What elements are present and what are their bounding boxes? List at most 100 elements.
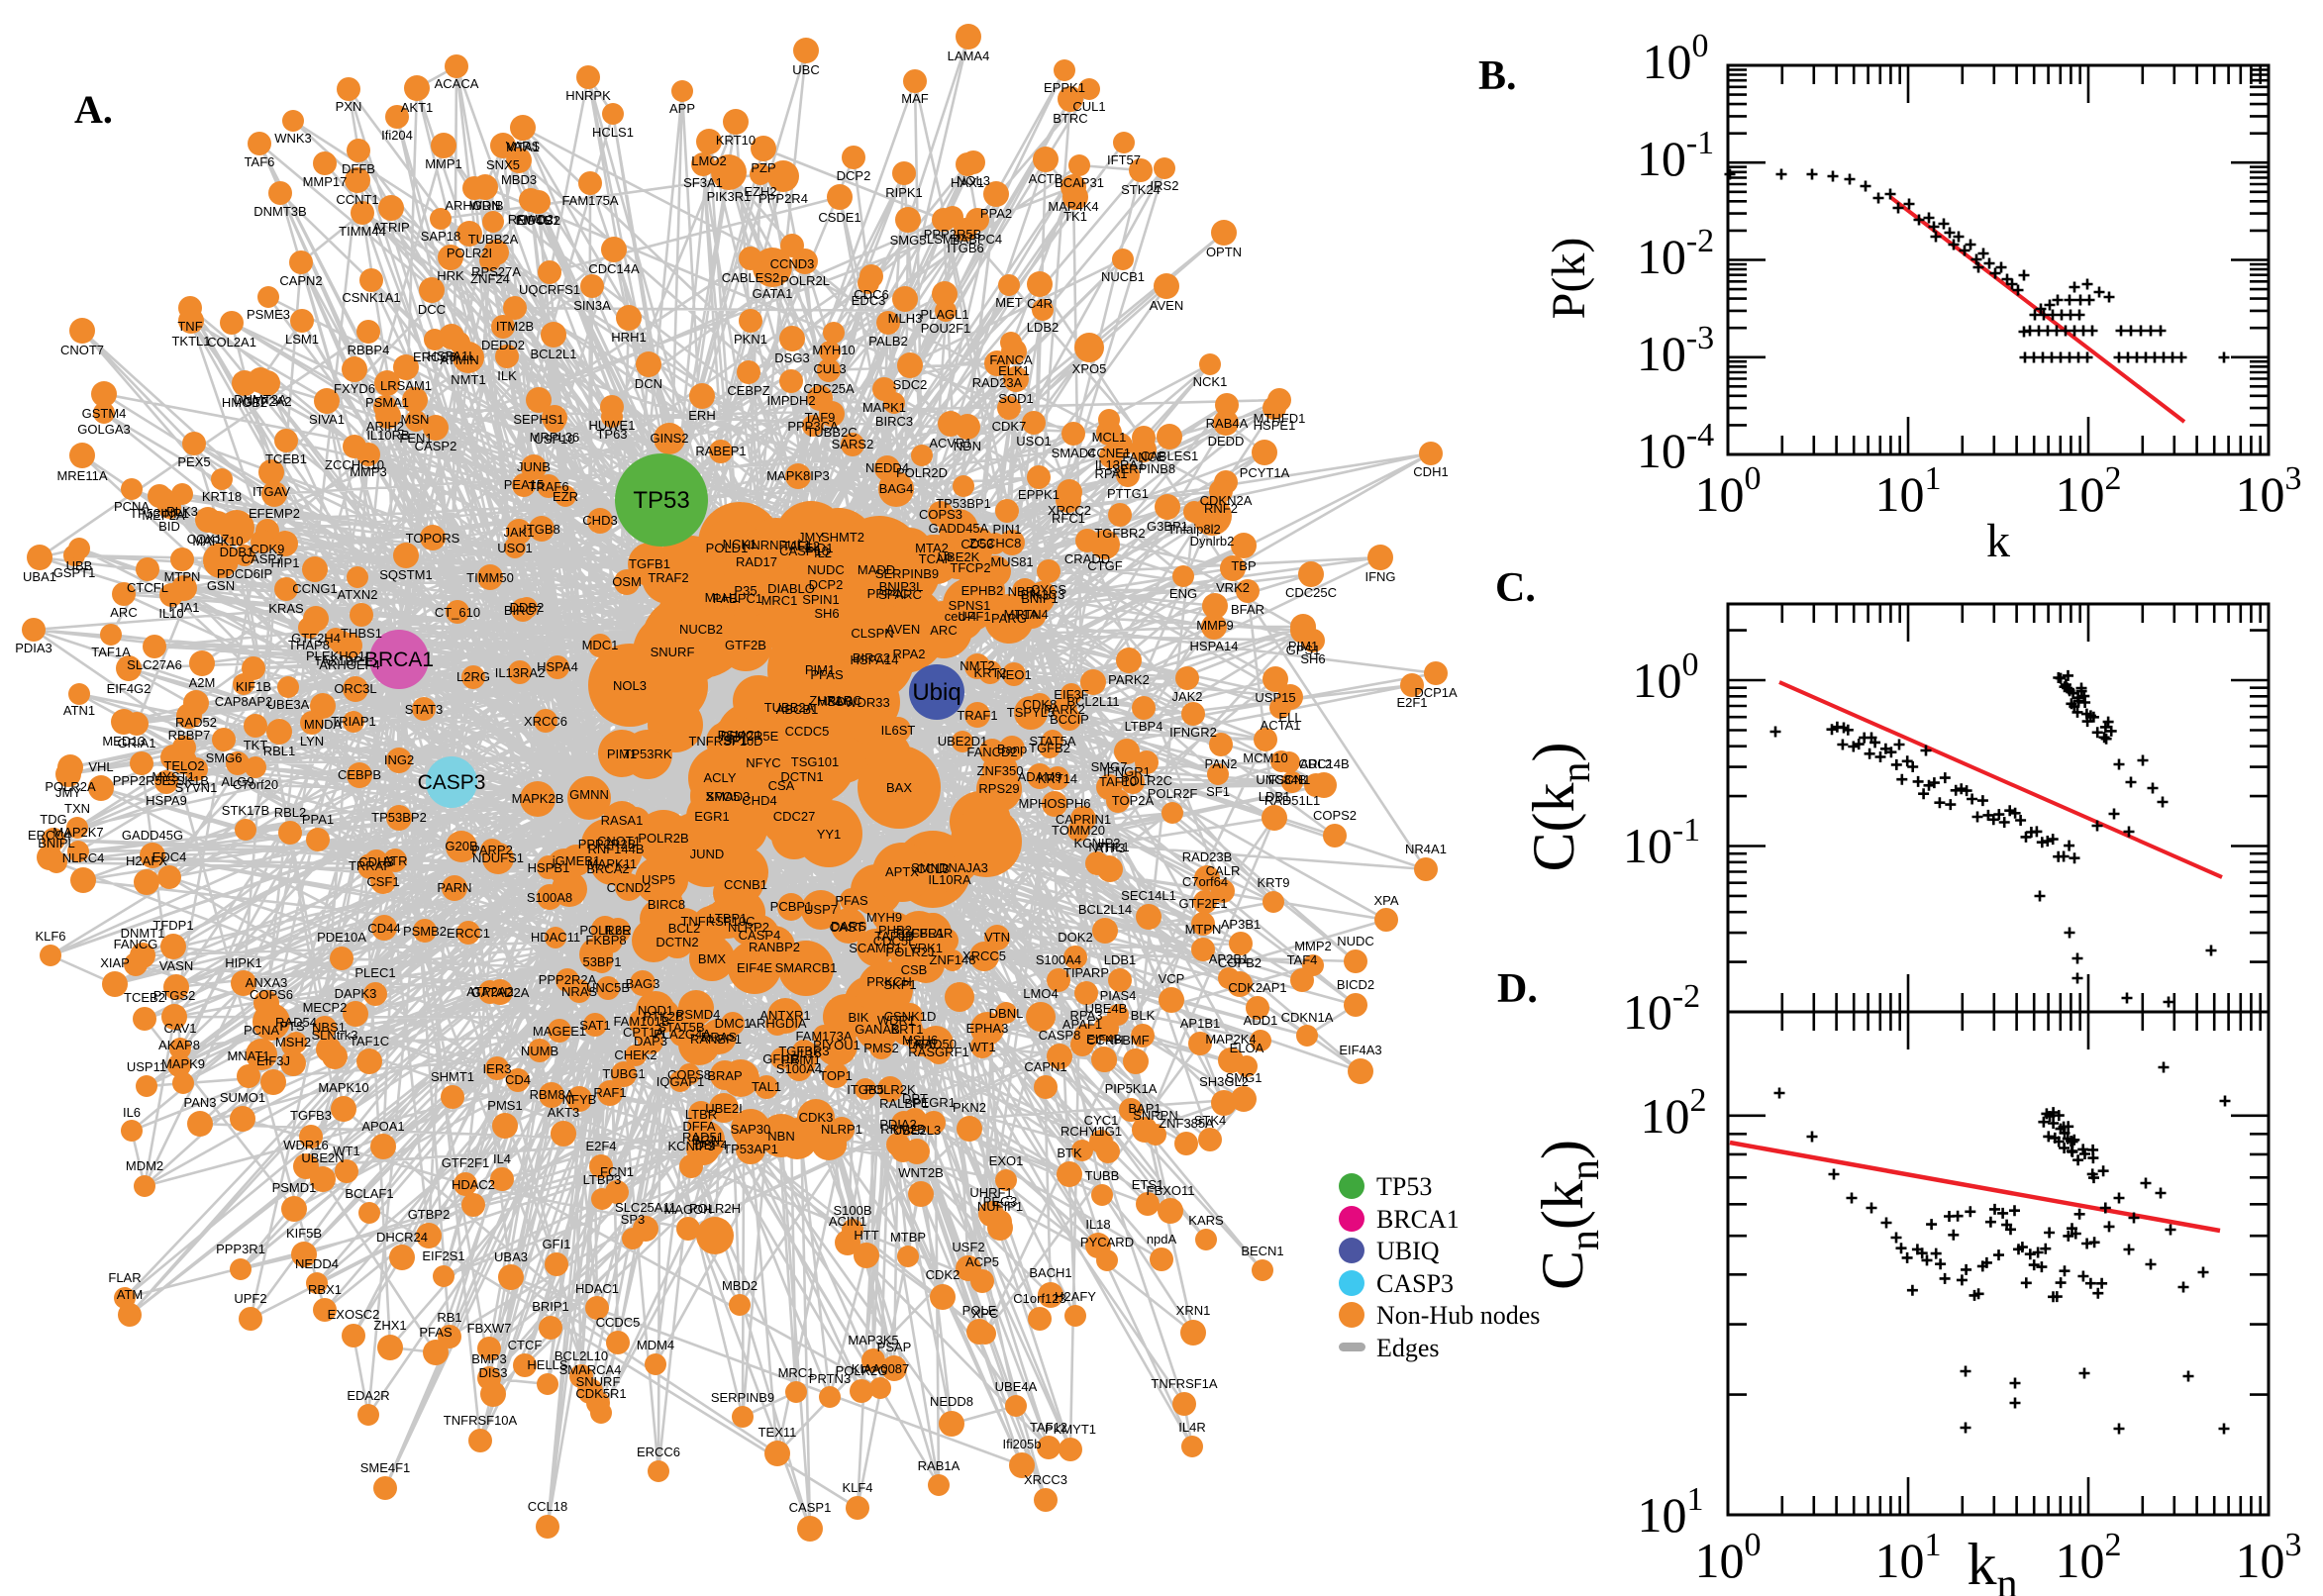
- svg-text:PSMD1: PSMD1: [272, 1180, 317, 1195]
- svg-text:UBIQ: UBIQ: [1376, 1237, 1440, 1265]
- svg-text:ATXN2: ATXN2: [338, 587, 378, 602]
- svg-text:SYVN1: SYVN1: [175, 780, 218, 795]
- svg-text:HAX1: HAX1: [951, 175, 984, 190]
- svg-text:MEF2A: MEF2A: [142, 508, 185, 523]
- svg-text:CAST: CAST: [830, 920, 864, 935]
- svg-text:DCTN1: DCTN1: [780, 769, 823, 784]
- svg-text:PEGR1: PEGR1: [912, 1095, 956, 1110]
- svg-text:POLR2J: POLR2J: [885, 945, 934, 959]
- svg-text:CUL3: CUL3: [813, 361, 846, 376]
- svg-text:SMG5: SMG5: [890, 233, 927, 248]
- svg-text:MAGEE1: MAGEE1: [533, 1024, 586, 1039]
- svg-text:BNIP1: BNIP1: [1021, 591, 1059, 606]
- svg-text:DEDD: DEDD: [1208, 434, 1245, 449]
- svg-text:MTA1: MTA1: [506, 140, 540, 154]
- svg-text:PARG: PARG: [991, 611, 1027, 626]
- svg-text:ATP2A2: ATP2A2: [466, 984, 513, 999]
- svg-text:BIRC3: BIRC3: [875, 414, 913, 429]
- svg-text:GINS2: GINS2: [650, 431, 688, 446]
- svg-text:SP3: SP3: [621, 1212, 646, 1227]
- svg-text:DBNL: DBNL: [989, 1006, 1024, 1021]
- svg-text:BIRC8: BIRC8: [648, 897, 685, 912]
- svg-text:CUL1: CUL1: [1072, 99, 1105, 114]
- svg-text:MMP2: MMP2: [1294, 939, 1332, 953]
- svg-text:VRK2: VRK2: [1216, 580, 1250, 595]
- svg-text:RNF2: RNF2: [1204, 501, 1238, 516]
- svg-text:C7orf64: C7orf64: [1182, 874, 1228, 889]
- svg-text:KLF4: KLF4: [842, 1480, 872, 1495]
- svg-text:TFCP2: TFCP2: [950, 560, 990, 575]
- svg-text:SEC14L1: SEC14L1: [1121, 888, 1176, 903]
- svg-text:TP53: TP53: [1376, 1172, 1432, 1201]
- svg-text:DEDD2: DEDD2: [481, 338, 525, 352]
- svg-text:BAX: BAX: [886, 780, 912, 795]
- svg-text:ITGB6: ITGB6: [947, 241, 984, 255]
- svg-text:EIF4E: EIF4E: [737, 960, 772, 975]
- svg-text:DCP1A: DCP1A: [1414, 685, 1458, 700]
- svg-text:CDK9: CDK9: [251, 542, 285, 556]
- svg-text:PRIM1: PRIM1: [781, 1052, 821, 1067]
- svg-text:IFNGR1: IFNGR1: [1103, 764, 1151, 779]
- svg-text:VHL: VHL: [88, 759, 113, 774]
- svg-text:H2AFY: H2AFY: [1055, 1289, 1096, 1304]
- svg-text:TIMM50: TIMM50: [466, 570, 514, 585]
- svg-text:MNAT1: MNAT1: [227, 1048, 269, 1063]
- svg-text:DNMT3A: DNMT3A: [234, 392, 287, 407]
- svg-text:TOP2A: TOP2A: [1112, 793, 1155, 808]
- svg-text:POLR2K: POLR2K: [864, 1082, 916, 1097]
- svg-text:PEX5: PEX5: [177, 454, 210, 469]
- svg-text:CCL3: CCL3: [916, 861, 949, 876]
- svg-text:ERH: ERH: [688, 408, 715, 423]
- svg-text:CCNT1: CCNT1: [336, 192, 378, 207]
- svg-text:FLAR: FLAR: [108, 1270, 141, 1285]
- svg-text:C1orf123: C1orf123: [1013, 1291, 1065, 1306]
- svg-text:USO1: USO1: [1016, 434, 1051, 449]
- svg-text:NLRP2: NLRP2: [728, 920, 769, 935]
- svg-text:CDC14B: CDC14B: [1298, 756, 1349, 771]
- svg-text:CCNG1: CCNG1: [292, 581, 338, 596]
- svg-text:MET: MET: [995, 295, 1023, 310]
- svg-text:HTT: HTT: [854, 1228, 878, 1243]
- svg-text:CEBPZ: CEBPZ: [727, 383, 769, 398]
- svg-text:CDK5R1: CDK5R1: [575, 1386, 626, 1401]
- svg-text:PSAP: PSAP: [877, 1340, 912, 1354]
- svg-text:COPB2: COPB2: [1218, 955, 1262, 970]
- svg-text:TUBB2A: TUBB2A: [468, 232, 519, 247]
- svg-text:SDC2: SDC2: [893, 377, 928, 392]
- svg-text:TGFB3: TGFB3: [290, 1108, 332, 1123]
- svg-text:RBBP4: RBBP4: [348, 343, 390, 357]
- svg-text:HSPB1: HSPB1: [528, 860, 570, 875]
- svg-text:NUFIP1: NUFIP1: [977, 1199, 1023, 1214]
- svg-text:MAPK9: MAPK9: [161, 1056, 205, 1071]
- svg-text:PLEKHO1: PLEKHO1: [306, 648, 365, 663]
- svg-text:BRCA1: BRCA1: [364, 648, 434, 671]
- svg-text:PRKCH: PRKCH: [866, 974, 912, 989]
- svg-text:CTGF: CTGF: [1087, 558, 1122, 573]
- svg-text:CDK8: CDK8: [1023, 697, 1058, 712]
- svg-text:BCL2L10: BCL2L10: [555, 1348, 608, 1363]
- svg-text:POLR2D: POLR2D: [896, 465, 948, 480]
- svg-text:ZNF24: ZNF24: [470, 271, 510, 286]
- svg-text:MMP3: MMP3: [350, 464, 387, 479]
- svg-text:STAT5A: STAT5A: [1029, 734, 1076, 748]
- svg-text:EFEMP2: EFEMP2: [249, 506, 300, 521]
- svg-text:BRCA1: BRCA1: [1376, 1205, 1460, 1234]
- svg-text:PTGS2: PTGS2: [153, 988, 196, 1003]
- svg-text:BRCA2: BRCA2: [586, 861, 629, 876]
- svg-text:C.: C.: [1495, 565, 1536, 611]
- svg-text:PEG3: PEG3: [983, 1194, 1018, 1209]
- svg-text:IL10RB: IL10RB: [366, 428, 409, 443]
- svg-text:Dynlrb2: Dynlrb2: [1190, 534, 1235, 549]
- svg-text:FANCD2: FANCD2: [966, 745, 1017, 759]
- svg-text:ACACA: ACACA: [435, 76, 479, 91]
- svg-text:UHRF1: UHRF1: [969, 1185, 1012, 1200]
- svg-text:EZR: EZR: [553, 489, 578, 504]
- svg-text:KRT18: KRT18: [202, 489, 242, 504]
- svg-text:EPPK1: EPPK1: [1018, 487, 1060, 502]
- svg-text:RAD50: RAD50: [915, 1037, 957, 1051]
- svg-text:NLRP1: NLRP1: [821, 1122, 862, 1137]
- svg-text:TOP1: TOP1: [819, 1068, 853, 1083]
- svg-text:S100A4: S100A4: [1036, 952, 1081, 967]
- svg-text:GSN: GSN: [207, 578, 235, 593]
- svg-text:SERPINB9: SERPINB9: [875, 566, 939, 581]
